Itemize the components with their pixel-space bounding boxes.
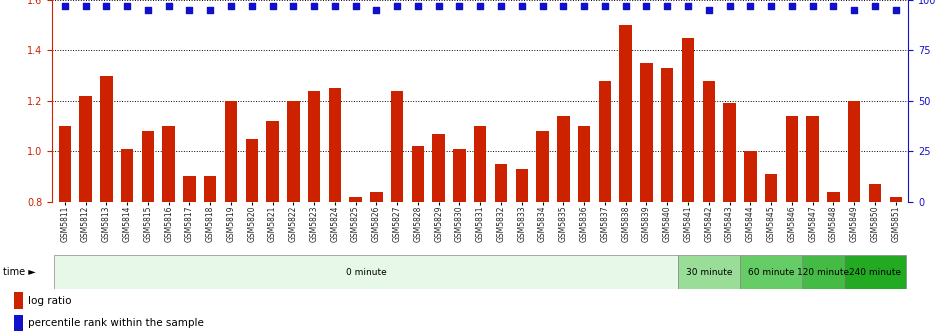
Bar (844, 255, 906, 289)
Bar (786, 116, 798, 202)
Point (514, 3, 530, 9)
Point (639, 3, 654, 9)
Text: log ratio: log ratio (28, 296, 71, 306)
Point (327, 3, 342, 9)
Point (701, 7, 716, 13)
Bar (163, 126, 175, 202)
Point (867, 3, 883, 9)
Point (825, 3, 841, 9)
Point (888, 7, 903, 13)
Bar (184, 176, 196, 202)
Point (120, 3, 135, 9)
Point (680, 3, 695, 9)
Bar (889, 197, 902, 202)
Text: 60 minute: 60 minute (747, 268, 794, 277)
Point (555, 3, 571, 9)
Bar (803, 255, 844, 289)
Point (57, 3, 72, 9)
Bar (495, 164, 507, 202)
Bar (661, 68, 673, 202)
Bar (868, 184, 882, 202)
Point (660, 3, 675, 9)
Bar (370, 192, 382, 202)
Text: 30 minute: 30 minute (686, 268, 732, 277)
Point (203, 7, 218, 13)
Bar (682, 38, 694, 202)
Bar (578, 126, 591, 202)
Bar (245, 138, 258, 202)
Point (285, 3, 301, 9)
Bar (474, 126, 487, 202)
Bar (640, 63, 652, 202)
Point (99, 3, 114, 9)
Bar (349, 197, 361, 202)
Bar (806, 116, 819, 202)
Point (785, 3, 800, 9)
Point (473, 3, 488, 9)
Point (140, 7, 155, 13)
Bar (703, 81, 715, 202)
Point (161, 3, 176, 9)
Point (846, 7, 862, 13)
Point (78, 3, 93, 9)
Point (494, 3, 509, 9)
Bar (827, 192, 840, 202)
Bar (121, 149, 133, 202)
Point (452, 3, 467, 9)
Bar (848, 101, 861, 202)
Bar (59, 126, 71, 202)
Bar (599, 81, 611, 202)
Point (223, 3, 239, 9)
Point (597, 3, 612, 9)
Point (182, 7, 197, 13)
Bar (412, 146, 424, 202)
Point (805, 3, 821, 9)
Point (369, 7, 384, 13)
Point (410, 3, 425, 9)
Point (764, 3, 779, 9)
Bar (142, 131, 154, 202)
Point (535, 3, 551, 9)
Bar (536, 131, 549, 202)
Point (431, 3, 446, 9)
Bar (391, 91, 403, 202)
Bar (744, 151, 757, 202)
Point (348, 3, 363, 9)
Text: time ►: time ► (3, 267, 35, 277)
Bar (724, 103, 736, 202)
Bar (678, 255, 740, 289)
Bar (433, 133, 445, 202)
Bar (54, 255, 678, 289)
Point (265, 3, 281, 9)
Text: 240 minute: 240 minute (849, 268, 901, 277)
Text: percentile rank within the sample: percentile rank within the sample (28, 318, 204, 328)
Text: 0 minute: 0 minute (345, 268, 386, 277)
Point (743, 3, 758, 9)
Bar (14, 315, 23, 331)
Bar (454, 149, 466, 202)
Bar (204, 176, 217, 202)
Point (576, 3, 592, 9)
Point (306, 3, 321, 9)
Bar (79, 96, 92, 202)
Point (390, 3, 405, 9)
Bar (308, 91, 320, 202)
Bar (14, 292, 23, 309)
Bar (765, 174, 777, 202)
Bar (287, 101, 300, 202)
Text: 120 minute: 120 minute (797, 268, 849, 277)
Point (618, 3, 633, 9)
Bar (515, 169, 528, 202)
Bar (266, 121, 279, 202)
Point (244, 3, 260, 9)
Bar (740, 255, 803, 289)
Bar (224, 101, 237, 202)
Bar (557, 116, 570, 202)
Bar (619, 25, 631, 202)
Point (722, 3, 737, 9)
Bar (100, 76, 112, 202)
Bar (329, 88, 341, 202)
